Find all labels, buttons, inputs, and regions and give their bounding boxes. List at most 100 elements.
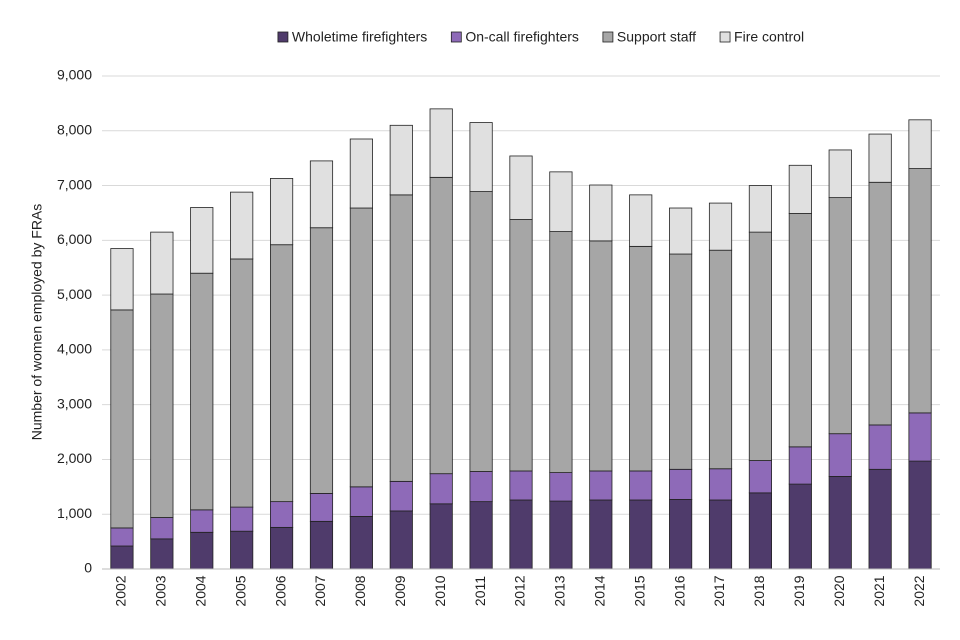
bar-segment [429, 176, 453, 475]
bar-segment [469, 191, 493, 472]
legend-swatch [277, 31, 289, 43]
x-tick-label: 2010 [432, 575, 448, 606]
bar-segment [708, 249, 733, 470]
bar-segment [828, 149, 852, 199]
bar-segment [230, 191, 254, 260]
x-tick-label: 2015 [631, 575, 647, 606]
bar-segment [230, 506, 254, 532]
bar-segment [669, 468, 693, 500]
bar-segment [110, 545, 134, 570]
bar-segment [629, 194, 653, 247]
x-tick-label: 2020 [831, 575, 847, 606]
x-tick-label: 2006 [272, 575, 288, 606]
bar-segment [868, 133, 892, 183]
bar-segment [509, 155, 533, 220]
bar-segment [788, 483, 812, 570]
bar-segment [828, 476, 852, 570]
bar-segment [629, 499, 653, 570]
bar-segment [230, 530, 254, 570]
bar-segment [629, 245, 653, 472]
bar-segment [110, 527, 134, 547]
bar-segment [788, 446, 812, 485]
y-tick-label: 5,000 [57, 286, 92, 302]
bar-segment [708, 202, 733, 251]
bar-segment [349, 207, 373, 488]
bar-segment [549, 472, 573, 502]
x-tick-label: 2002 [113, 575, 129, 606]
bar-segment [349, 138, 373, 209]
bar-segment [150, 538, 174, 570]
bar-segment [269, 501, 294, 528]
legend-label: Support staff [617, 29, 696, 45]
legend-swatch [450, 31, 462, 43]
x-tick-label: 2019 [791, 575, 807, 606]
x-tick-label: 2014 [592, 575, 608, 606]
bar-segment [908, 460, 932, 570]
bar-segment [269, 244, 294, 503]
legend-label: Wholetime firefighters [292, 29, 427, 45]
x-tick-label: 2011 [472, 576, 488, 606]
bar-segment [469, 471, 493, 503]
bar-segment [669, 207, 693, 255]
bar-segment [549, 231, 573, 473]
bar-segment [748, 185, 773, 233]
x-tick-label: 2008 [352, 575, 368, 606]
legend-label: On-call firefighters [465, 29, 579, 45]
x-tick-label: 2013 [552, 575, 568, 606]
x-tick-label: 2021 [871, 575, 887, 606]
bar-segment [389, 124, 413, 196]
bar-segment [868, 181, 892, 426]
y-tick-label: 4,000 [57, 341, 92, 357]
x-tick-label: 2009 [392, 575, 408, 606]
bar-segment [269, 178, 294, 246]
bar-segment [509, 470, 533, 501]
bar-segment [708, 468, 733, 501]
bar-segment [309, 493, 334, 522]
bar-segment [589, 470, 613, 501]
x-tick-label: 2004 [192, 575, 208, 606]
bar-segment [629, 470, 653, 501]
bar-segment [309, 160, 334, 229]
bar-segment [589, 184, 613, 242]
bar-segment [389, 510, 413, 570]
bar-segment [669, 499, 693, 570]
bar-segment [150, 517, 174, 540]
bar-segment [190, 207, 214, 274]
bar-segment [349, 486, 373, 517]
x-tick-label: 2017 [711, 575, 727, 606]
bar-segment [190, 531, 214, 570]
x-tick-label: 2022 [911, 575, 927, 606]
legend-swatch [719, 31, 731, 43]
x-tick-label: 2003 [153, 575, 169, 606]
bar-segment [669, 253, 693, 470]
bar-segment [110, 248, 134, 311]
x-tick-label: 2018 [751, 575, 767, 606]
bar-segment [349, 516, 373, 570]
bar-segment [469, 501, 493, 570]
bar-segment [908, 119, 932, 169]
bar-segment [309, 227, 334, 494]
bar-segment [190, 272, 214, 511]
bar-segment [868, 424, 892, 470]
y-axis-label: Number of women employed by FRAs [29, 204, 45, 441]
x-tick-label: 2012 [512, 575, 528, 606]
bar-segment [868, 468, 892, 570]
bar-segment [429, 473, 453, 505]
y-tick-label: 3,000 [57, 395, 92, 411]
bar-segment [828, 433, 852, 477]
bar-segment [589, 240, 613, 472]
bar-segment [748, 492, 773, 570]
x-tick-label: 2007 [312, 575, 328, 606]
bar-segment [748, 460, 773, 494]
bar-segment [509, 499, 533, 570]
bar-segment [748, 231, 773, 461]
bar-segment [389, 194, 413, 482]
bar-segment [269, 526, 294, 570]
bar-segment [589, 499, 613, 570]
y-tick-label: 6,000 [57, 231, 92, 247]
bar-segment [429, 108, 453, 178]
bar-segment [708, 499, 733, 570]
legend-label: Fire control [734, 29, 804, 45]
bar-segment [908, 412, 932, 462]
